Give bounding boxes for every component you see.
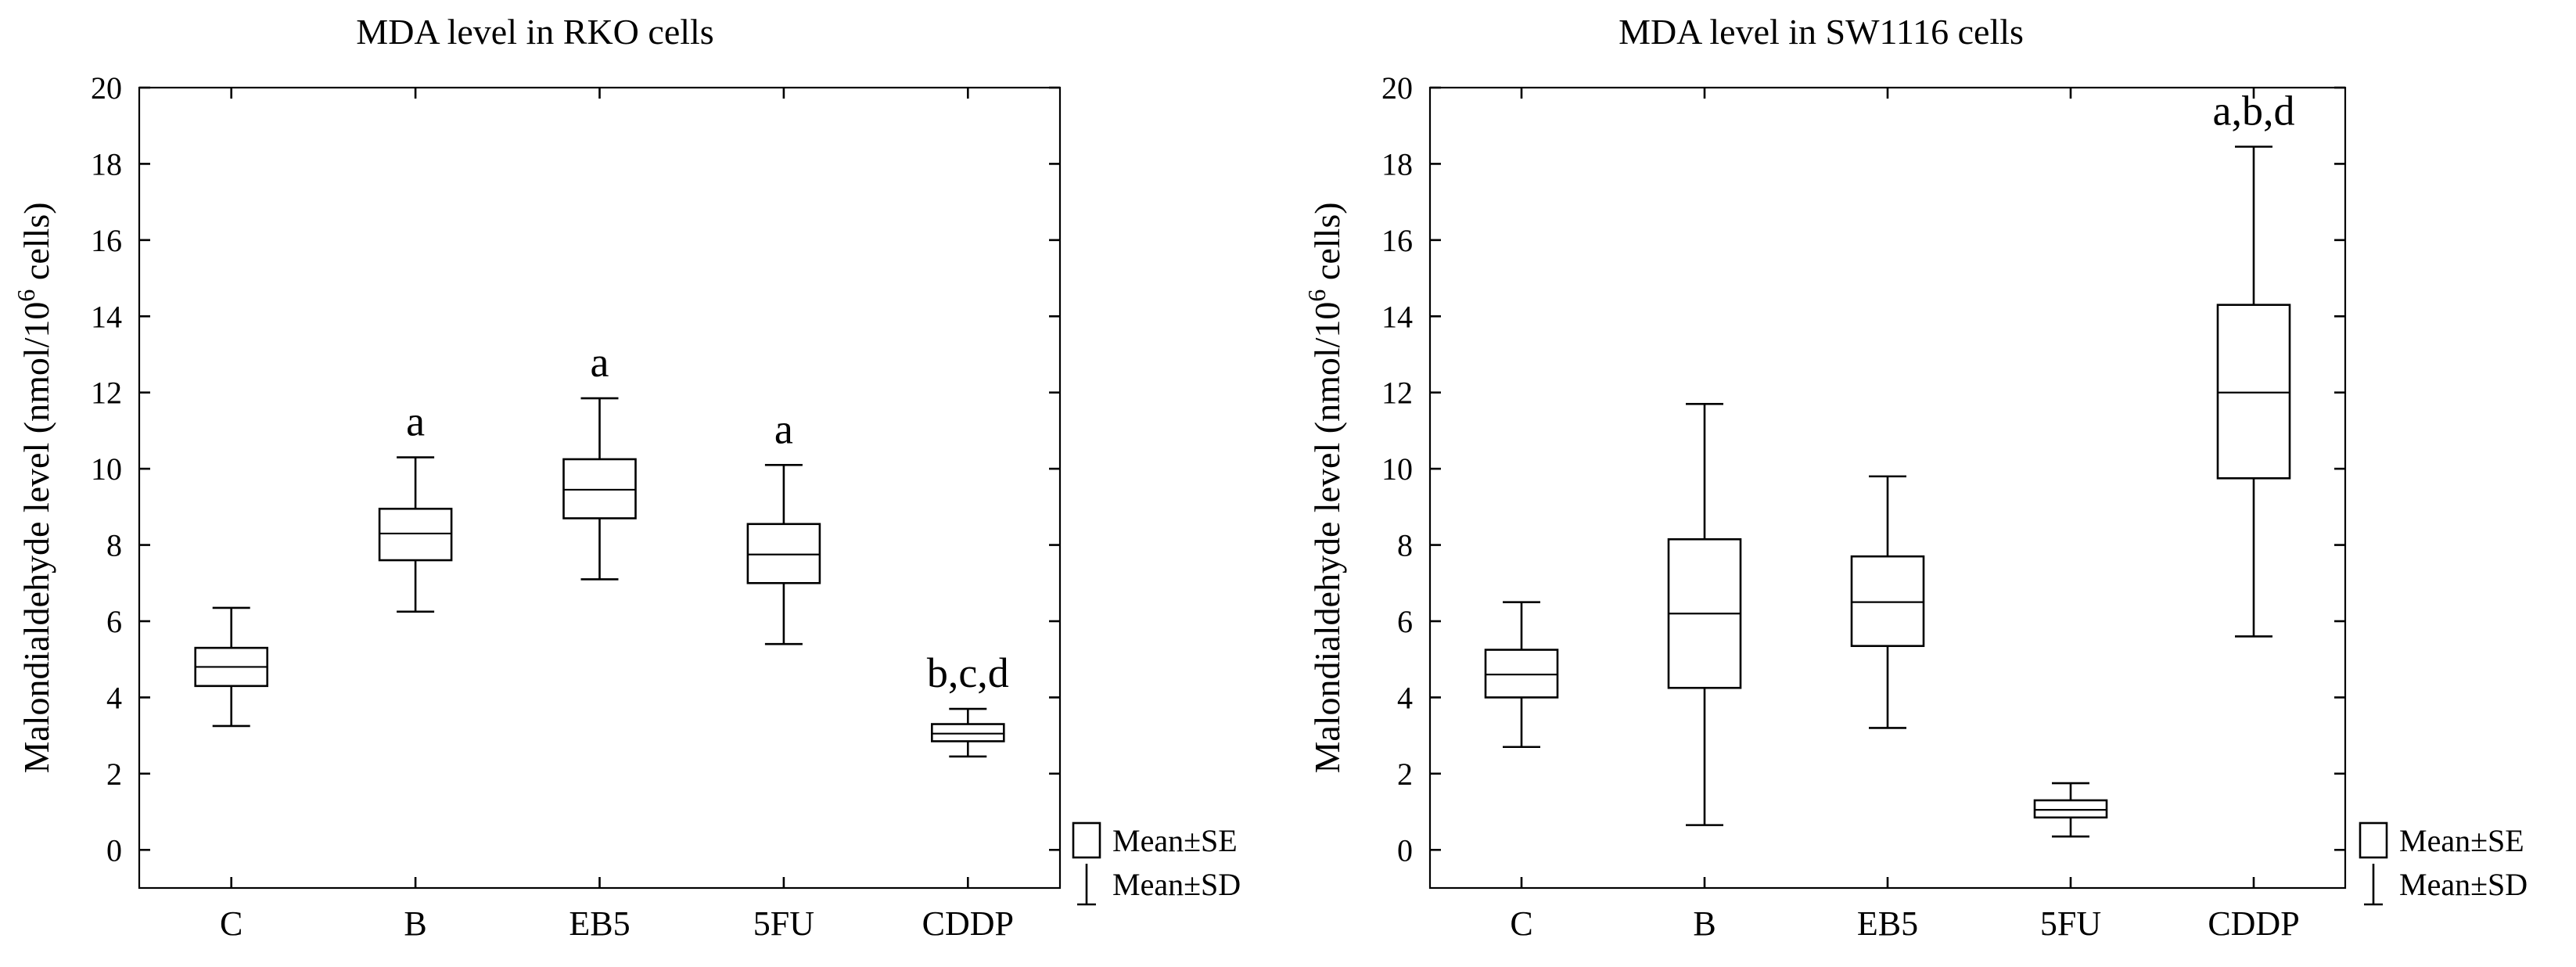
significance-label: a,b,d <box>2213 88 2295 135</box>
y-axis-label-superscript: 6 <box>1302 289 1331 302</box>
chart-title: MDA level in RKO cells <box>356 12 713 52</box>
x-category-label: B <box>404 904 426 943</box>
x-category-label: CDDP <box>2208 904 2299 943</box>
se-box <box>378 507 453 562</box>
y-tick-label: 4 <box>1397 680 1413 715</box>
se-box <box>2033 799 2108 819</box>
y-tick-label: 18 <box>91 146 122 182</box>
y-tick-label: 18 <box>1381 146 1413 182</box>
box-CDDP: b,c,d <box>927 649 1009 758</box>
y-tick-label: 2 <box>106 757 122 792</box>
chart-panel-2: MDA level in SW1116 cells 0 2 4 6 8 10 12 14 16 18… <box>1302 12 2527 943</box>
y-tick-label: 8 <box>1397 528 1413 563</box>
box-5FU: a <box>746 405 821 645</box>
legend-label: Mean±SD <box>1112 867 1241 902</box>
box-B: a <box>378 398 453 613</box>
y-tick-label: 0 <box>1397 832 1413 868</box>
y-tick-label: 16 <box>91 223 122 258</box>
x-category-label: B <box>1693 904 1716 943</box>
y-tick-label: 0 <box>106 832 122 868</box>
y-tick-label: 12 <box>1381 376 1413 411</box>
y-tick-label: 6 <box>106 604 122 639</box>
significance-label: b,c,d <box>927 649 1009 696</box>
y-tick-label: 12 <box>91 376 122 411</box>
y-axis-label-main: Malondialdehyde level (nmol/10 <box>1307 302 1347 774</box>
y-tick-label: 14 <box>91 299 122 334</box>
y-tick-label: 10 <box>1381 451 1413 487</box>
y-axis-label-end: cells) <box>1307 202 1347 289</box>
y-tick-label: 6 <box>1397 604 1413 639</box>
x-category-label: EB5 <box>1857 904 1918 943</box>
y-tick-label: 2 <box>1397 757 1413 792</box>
legend-label: Mean±SD <box>2399 867 2527 902</box>
y-tick-label: 20 <box>1381 70 1413 106</box>
se-box <box>2216 304 2291 480</box>
y-axis-label-end: cells) <box>16 202 56 289</box>
box-EB5: a <box>562 339 637 581</box>
chart-panel-1: MDA level in RKO cells 0 2 4 6 8 10 12 14 16 18 20 M… <box>12 12 1241 943</box>
x-category-label: CDDP <box>922 904 1014 943</box>
y-axis-label: Malondialdehyde level (nmol/106 cells) <box>1302 202 1347 773</box>
y-axis-label-main: Malondialdehyde level (nmol/10 <box>16 302 56 774</box>
x-category-label: C <box>220 904 243 943</box>
legend: Mean±SE Mean±SD <box>1072 821 1241 906</box>
se-box <box>746 523 821 584</box>
legend: Mean±SE Mean±SD <box>2359 821 2527 906</box>
legend-box-symbol <box>2359 821 2388 859</box>
y-axis-label: Malondialdehyde level (nmol/106 cells) <box>12 202 56 773</box>
x-category-label: 5FU <box>2040 904 2101 943</box>
y-tick-label: 4 <box>106 680 122 715</box>
se-box <box>1850 555 1925 647</box>
box-EB5 <box>1850 475 1925 729</box>
y-tick-label: 14 <box>1381 299 1413 334</box>
se-box <box>1484 649 1559 699</box>
x-category-label: EB5 <box>569 904 630 943</box>
box-B <box>1667 403 1742 826</box>
significance-label: a <box>406 398 425 445</box>
box-C <box>1484 601 1559 749</box>
box-5FU <box>2033 782 2108 838</box>
chart-title: MDA level in SW1116 cells <box>1619 12 2024 52</box>
box-CDDP: a,b,d <box>2213 88 2295 638</box>
significance-label: a <box>774 405 793 452</box>
y-axis-label-superscript: 6 <box>12 289 40 302</box>
x-category-label: 5FU <box>753 904 814 943</box>
legend-label: Mean±SE <box>1112 823 1238 858</box>
y-tick-label: 10 <box>91 451 122 487</box>
se-box <box>931 723 1005 742</box>
y-tick-label: 16 <box>1381 223 1413 258</box>
legend-label: Mean±SE <box>2399 823 2524 858</box>
se-box <box>562 458 637 519</box>
y-tick-label: 20 <box>91 70 122 106</box>
y-tick-label: 8 <box>106 528 122 563</box>
significance-label: a <box>591 339 609 386</box>
x-category-label: C <box>1510 904 1532 943</box>
box-C <box>194 606 268 728</box>
legend-box-symbol <box>1072 821 1101 859</box>
